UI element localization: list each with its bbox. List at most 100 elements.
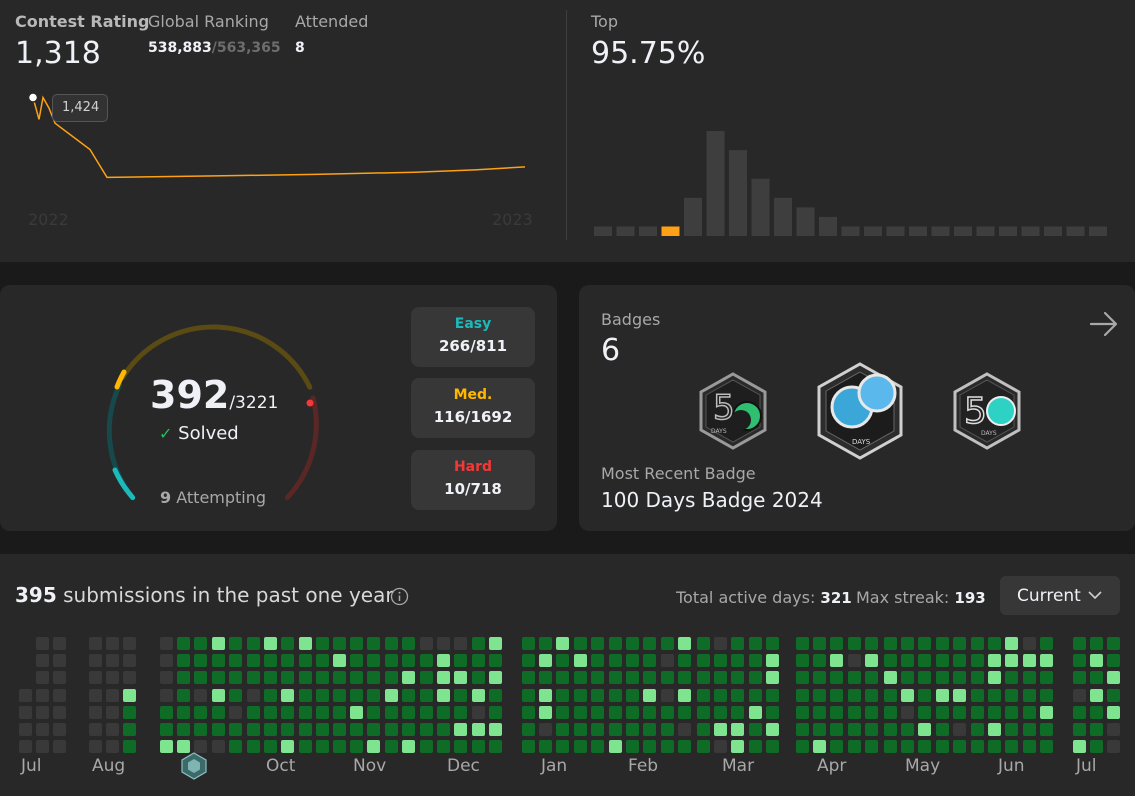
heatmap-cell[interactable] [1107,723,1121,736]
heatmap-cell[interactable] [177,688,191,702]
heatmap-cell[interactable] [714,740,728,754]
heatmap-cell[interactable] [677,637,691,650]
heatmap-cell[interactable] [830,637,844,650]
heatmap-cell[interactable] [918,637,932,650]
heatmap-cell[interactable] [765,671,779,685]
hard-difficulty-box[interactable]: Hard 10/718 [411,450,535,510]
heatmap-cell[interactable] [590,740,604,754]
heatmap-cell[interactable] [952,705,966,719]
heatmap-cell[interactable] [748,637,762,650]
heatmap-cell[interactable] [264,654,278,668]
heatmap-cell[interactable] [573,740,587,754]
heatmap-cell[interactable] [556,654,570,668]
heatmap-cell[interactable] [1090,637,1104,650]
badge-50-days-2024-icon[interactable]: 5 DAYS [951,371,1023,451]
heatmap-cell[interactable] [847,671,861,685]
heatmap-cell[interactable] [160,654,173,668]
heatmap-cell[interactable] [539,688,553,702]
heatmap-cell[interactable] [952,637,966,650]
heatmap-cell[interactable] [522,705,535,719]
heatmap-cell[interactable] [714,671,728,685]
heatmap-cell[interactable] [350,723,364,736]
heatmap-cell[interactable] [1107,705,1121,719]
heatmap-cell[interactable] [228,637,242,650]
heatmap-cell[interactable] [281,671,295,685]
heatmap-cell[interactable] [160,671,173,685]
heatmap-cell[interactable] [901,671,915,685]
heatmap-cell[interactable] [556,705,570,719]
heatmap-cell[interactable] [731,740,745,754]
heatmap-cell[interactable] [813,740,827,754]
heatmap-cell[interactable] [522,654,535,668]
heatmap-cell[interactable] [315,723,329,736]
heatmap-cell[interactable] [488,740,502,754]
heatmap-cell[interactable] [298,688,312,702]
heatmap-cell[interactable] [918,740,932,754]
badge-100-days-icon[interactable]: DAYS [815,361,905,461]
heatmap-cell[interactable] [211,637,225,650]
heatmap-cell[interactable] [298,671,312,685]
heatmap-cell[interactable] [367,723,381,736]
heatmap-cell[interactable] [437,637,451,650]
heatmap-cell[interactable] [796,637,809,650]
heatmap-cell[interactable] [539,740,553,754]
heatmap-cell[interactable] [952,723,966,736]
heatmap-cell[interactable] [211,654,225,668]
heatmap-cell[interactable] [660,671,674,685]
heatmap-cell[interactable] [971,723,984,736]
heatmap-cell[interactable] [106,705,120,719]
heatmap-cell[interactable] [765,723,779,736]
heatmap-cell[interactable] [401,637,415,650]
heatmap-cell[interactable] [281,637,295,650]
heatmap-cell[interactable] [1107,654,1121,668]
heatmap-cell[interactable] [36,723,50,736]
heatmap-cell[interactable] [488,637,502,650]
heatmap-cell[interactable] [539,705,553,719]
heatmap-cell[interactable] [609,723,622,736]
heatmap-cell[interactable] [830,654,844,668]
heatmap-cell[interactable] [952,654,966,668]
heatmap-cell[interactable] [918,671,932,685]
heatmap-cell[interactable] [731,654,745,668]
heatmap-cell[interactable] [573,723,587,736]
heatmap-cell[interactable] [714,723,728,736]
heatmap-cell[interactable] [1107,688,1121,702]
heatmap-cell[interactable] [1005,688,1019,702]
heatmap-cell[interactable] [660,637,674,650]
heatmap-cell[interactable] [367,654,381,668]
heatmap-cell[interactable] [350,637,364,650]
heatmap-cell[interactable] [609,637,622,650]
heatmap-cell[interactable] [1073,688,1086,702]
heatmap-cell[interactable] [1005,723,1019,736]
heatmap-cell[interactable] [437,740,451,754]
heatmap-cell[interactable] [556,688,570,702]
heatmap-cell[interactable] [194,671,208,685]
heatmap-cell[interactable] [901,654,915,668]
heatmap-cell[interactable] [830,671,844,685]
heatmap-cell[interactable] [697,723,710,736]
heatmap-cell[interactable] [765,705,779,719]
heatmap-cell[interactable] [247,723,260,736]
heatmap-cell[interactable] [660,740,674,754]
heatmap-cell[interactable] [813,637,827,650]
heatmap-cell[interactable] [106,723,120,736]
heatmap-cell[interactable] [401,705,415,719]
heatmap-cell[interactable] [935,637,949,650]
heatmap-cell[interactable] [420,637,433,650]
heatmap-cell[interactable] [1090,671,1104,685]
heatmap-cell[interactable] [643,637,657,650]
heatmap-cell[interactable] [471,688,485,702]
heatmap-cell[interactable] [471,654,485,668]
heatmap-cell[interactable] [1022,637,1036,650]
heatmap-cell[interactable] [1107,740,1121,754]
heatmap-cell[interactable] [626,671,640,685]
heatmap-cell[interactable] [697,671,710,685]
heatmap-cell[interactable] [333,688,346,702]
heatmap-cell[interactable] [918,654,932,668]
heatmap-cell[interactable] [333,740,346,754]
heatmap-cell[interactable] [864,688,878,702]
heatmap-cell[interactable] [333,637,346,650]
heatmap-cell[interactable] [247,637,260,650]
heatmap-cell[interactable] [401,654,415,668]
heatmap-cell[interactable] [522,740,535,754]
